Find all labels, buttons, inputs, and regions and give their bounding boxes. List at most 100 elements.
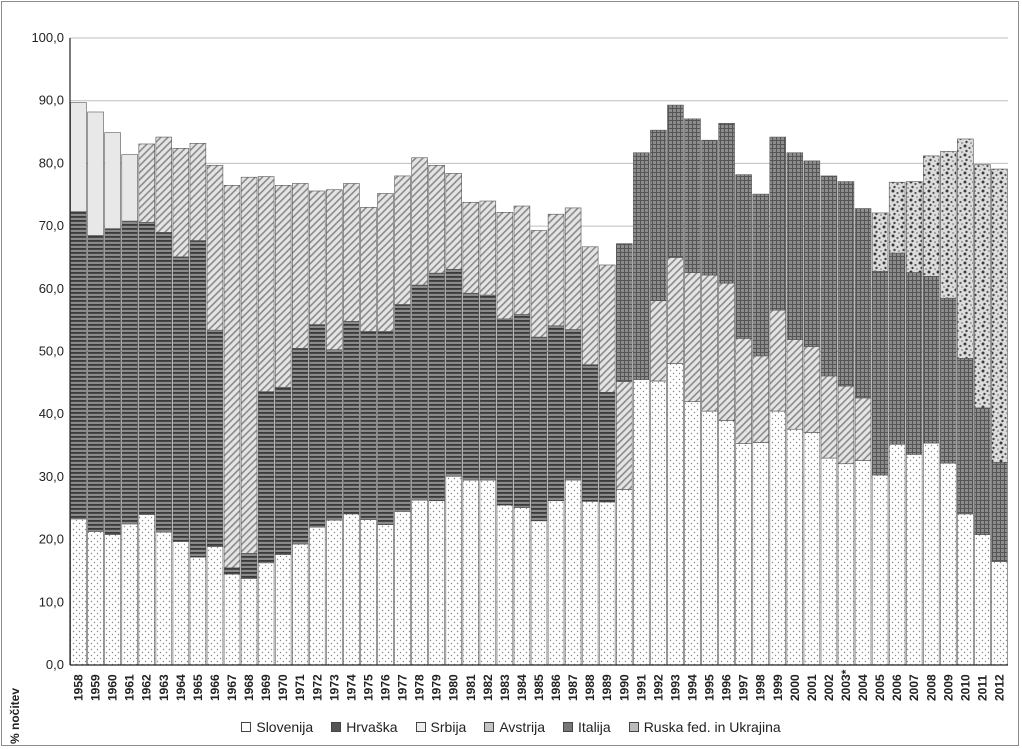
bar-segment-avstrija — [360, 206, 377, 332]
bar-segment-slovenija — [138, 514, 155, 666]
bar-segment-avstrija — [530, 230, 548, 338]
bar-segment-slovenija — [616, 489, 633, 666]
y-tick-label: 100,0 — [31, 30, 64, 45]
y-tick-labels: 0,0 10,0 20,0 30,0 40,0 50,0 60,0 70,0 80,0 90,0 1… — [31, 30, 64, 672]
bar-segment-hrva-ka — [155, 232, 173, 533]
x-tick-label: 1964 — [174, 674, 188, 701]
bar-segment-italija — [905, 272, 923, 455]
x-tick-label: 1967 — [225, 674, 239, 701]
bar-segment-avstrija — [752, 355, 769, 443]
x-tick-label: 1994 — [685, 674, 699, 701]
x-tick-label: 1983 — [498, 674, 512, 701]
x-tick-label: 2010 — [958, 674, 972, 701]
x-tick-label: 1963 — [157, 674, 171, 701]
bar-segment-avstrija — [377, 193, 394, 332]
legend-label: Slovenija — [256, 719, 314, 735]
bar-segment-hrva-ka — [530, 336, 548, 522]
bar-segment-avstrija — [735, 338, 752, 444]
bar-segment-italija — [803, 160, 821, 347]
bar-segment-avstrija — [667, 257, 684, 364]
bar-segment-ruska-fed-in-ukrajina — [957, 138, 974, 359]
bar-segment-hrva-ka — [70, 211, 87, 520]
x-tick-label: 1999 — [771, 674, 785, 701]
bar-segment-avstrija — [172, 148, 190, 258]
bar-segment-slovenija — [735, 443, 752, 666]
bar-segment-avstrija — [394, 175, 411, 305]
bar-segment-hrva-ka — [257, 391, 275, 564]
x-tick-label: 1981 — [464, 674, 478, 701]
bar-segment-avstrija — [803, 346, 821, 433]
bar-segment-avstrija — [292, 183, 309, 349]
bar-segment-avstrija — [547, 213, 565, 327]
bar-segment-italija — [820, 175, 838, 377]
bar-segment-avstrija — [854, 397, 872, 461]
bar-segment-italija — [991, 462, 1008, 562]
x-tick-label: 1973 — [327, 674, 341, 701]
bar-segment-avstrija — [496, 212, 514, 320]
x-tick-label: 1991 — [634, 674, 648, 701]
bar-segment-srbija — [104, 132, 121, 229]
bar-segment-italija — [974, 407, 991, 535]
bar-segment-italija — [871, 270, 889, 476]
bar-segment-avstrija — [240, 176, 258, 554]
bar-segment-slovenija — [650, 380, 667, 666]
bar-segment-italija — [837, 181, 855, 387]
bar-segment-italija — [923, 275, 940, 444]
bar-segment-avstrija — [326, 189, 343, 350]
bar-segment-slovenija — [940, 462, 957, 666]
bar-segment-slovenija — [598, 501, 616, 666]
bar-segment-slovenija — [991, 561, 1008, 666]
bar-segment-italija — [940, 297, 957, 464]
x-tick-label: 2000 — [788, 674, 802, 701]
bar-segment-slovenija — [462, 479, 480, 666]
x-tick-label: 1985 — [532, 674, 546, 701]
bar-segment-hrva-ka — [292, 348, 309, 545]
bar-segment-ruska-fed-in-ukrajina — [871, 212, 889, 272]
x-tick-label: 1984 — [515, 674, 529, 701]
legend-label: Hrvaška — [346, 719, 398, 735]
bar-segment-avstrija — [837, 385, 855, 465]
x-tick-label: 1998 — [754, 674, 768, 701]
bar-segment-avstrija — [616, 381, 633, 490]
bar-segment-italija — [786, 152, 804, 340]
bar-segment-hrva-ka — [394, 304, 411, 512]
bar-segment-hrva-ka — [121, 220, 138, 525]
bar-segment-avstrija — [462, 201, 480, 294]
bar-segment-slovenija — [87, 531, 104, 666]
bar-segment-hrva-ka — [104, 228, 121, 535]
legend-label: Italija — [578, 719, 611, 735]
x-tick-label: 1959 — [89, 674, 103, 701]
bar-segment-slovenija — [718, 420, 735, 666]
bar-segment-hrva-ka — [240, 553, 258, 579]
bar-segment-avstrija — [155, 136, 173, 233]
bar-segment-italija — [616, 243, 633, 382]
legend-label: Srbija — [430, 719, 467, 735]
bar-segment-hrva-ka — [206, 329, 224, 547]
bar-segment-hrva-ka — [479, 294, 497, 481]
x-tick-label: 1988 — [583, 674, 597, 701]
bar-segment-slovenija — [923, 442, 940, 666]
bar-segment-slovenija — [240, 578, 258, 666]
x-tick-label: 1968 — [242, 674, 256, 701]
legend-swatch — [484, 722, 495, 732]
bar-segment-avstrija — [445, 173, 462, 270]
bar-segment-hrva-ka — [581, 364, 599, 502]
x-tick-label: 1980 — [447, 674, 461, 701]
bar-segment-hrva-ka — [598, 391, 616, 503]
bar-segment-ruska-fed-in-ukrajina — [888, 181, 906, 254]
x-tick-label: 1978 — [413, 674, 427, 701]
bar-segment-hrva-ka — [223, 567, 241, 575]
x-tick-label: 1993 — [668, 674, 682, 701]
x-tick-label: 1961 — [123, 674, 137, 701]
x-tick-label: 2002 — [822, 674, 836, 701]
bar-segment-avstrija — [189, 143, 207, 241]
bar-segment-avstrija — [598, 264, 616, 393]
bar-segment-avstrija — [479, 200, 497, 296]
bar-segment-slovenija — [445, 475, 462, 666]
bar-segment-slovenija — [871, 474, 889, 666]
x-tick-label: 1970 — [276, 674, 290, 701]
bar-segment-hrva-ka — [496, 318, 514, 506]
bar-segment-italija — [718, 122, 735, 284]
bar-segment-slovenija — [803, 432, 821, 666]
x-tick-label: 2004 — [856, 674, 870, 701]
